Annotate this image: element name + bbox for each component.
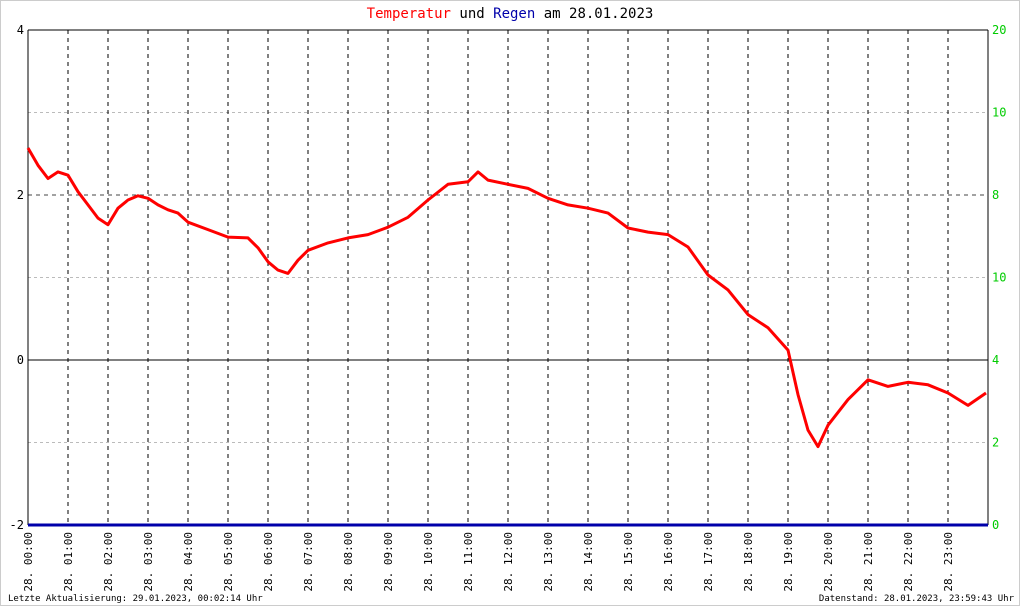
x-tick-label: 28. 17:00 [702,532,715,592]
x-tick-label: 28. 12:00 [502,532,515,592]
y2-tick-label: 2 [992,436,999,450]
footer-left: Letzte Aktualisierung: 29.01.2023, 00:02… [8,594,263,604]
x-tick-label: 28. 13:00 [542,532,555,592]
y2-tick-label: 4 [992,353,999,367]
x-tick-label: 28. 01:00 [62,532,75,592]
series-line [26,147,987,449]
x-tick-label: 28. 10:00 [422,532,435,592]
footer-right: Datenstand: 28.01.2023, 23:59:43 Uhr [819,594,1015,604]
x-tick-label: 28. 16:00 [662,532,675,592]
y2-tick-label: 8 [992,188,999,202]
x-tick-label: 28. 04:00 [182,532,195,592]
x-tick-label: 28. 09:00 [382,532,395,592]
x-tick-label: 28. 14:00 [582,532,595,592]
x-tick-label: 28. 11:00 [462,532,475,592]
x-tick-label: 28. 07:00 [302,532,315,592]
title-date: am 28.01.2023 [544,6,654,22]
x-tick-label: 28. 00:00 [22,532,35,592]
x-tick-label: 28. 03:00 [142,532,155,592]
title-rain: Regen [493,6,535,22]
y-tick-label: 4 [17,23,24,37]
x-tick-label: 28. 15:00 [622,532,635,592]
x-tick-label: 28. 21:00 [862,532,875,592]
x-tick-label: 28. 23:00 [942,532,955,592]
y-tick-label: 0 [17,353,24,367]
title-und: und [459,6,484,22]
x-tick-label: 28. 22:00 [902,532,915,592]
title-temp: Temperatur [367,6,451,22]
x-tick-label: 28. 06:00 [262,532,275,592]
chart-title: Temperatur und Regen am 28.01.2023 [367,6,654,22]
y2-tick-label: 0 [992,518,999,532]
y2-tick-label: 10 [992,106,1006,120]
x-tick-label: 28. 18:00 [742,532,755,592]
x-tick-label: 28. 02:00 [102,532,115,592]
y-tick-label: 2 [17,188,24,202]
x-tick-label: 28. 20:00 [822,532,835,592]
x-tick-label: 28. 19:00 [782,532,795,592]
y2-tick-label: 20 [992,23,1006,37]
x-tick-label: 28. 08:00 [342,532,355,592]
x-tick-label: 28. 05:00 [222,532,235,592]
y-tick-label: -2 [10,518,24,532]
y2-tick-label: 10 [992,271,1006,285]
